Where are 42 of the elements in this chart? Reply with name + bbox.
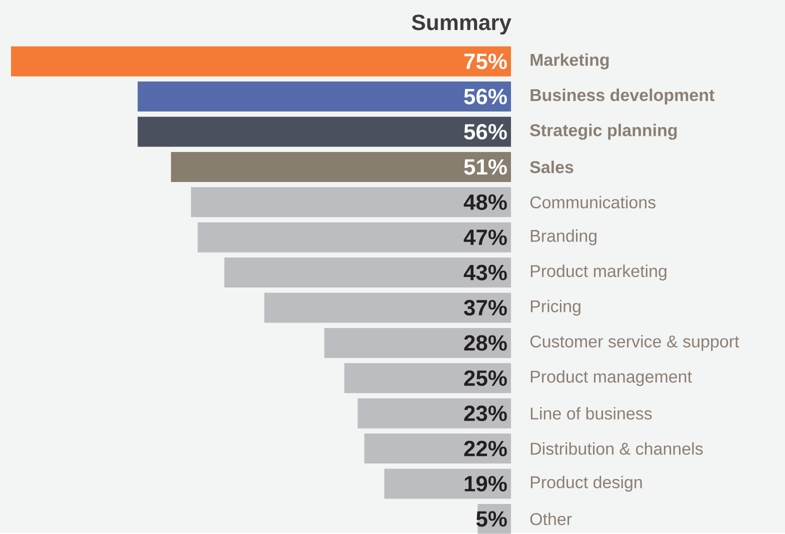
bar [324, 328, 511, 358]
y-tick-label: Line of business [530, 407, 652, 420]
y-tick-label: Business development [530, 88, 714, 105]
bar [264, 292, 511, 323]
y-tick-label: Marketing [530, 53, 609, 70]
data-label: 47% [464, 230, 507, 246]
data-label: 19% [464, 476, 507, 492]
y-tick-label: Sales [530, 160, 574, 174]
data-label: 23% [464, 406, 507, 422]
y-tick-label: Product design [530, 476, 642, 492]
bar [138, 82, 511, 112]
bar [358, 398, 511, 428]
y-tick-label: Communications [530, 196, 656, 208]
data-label: 37% [464, 300, 507, 316]
data-label: 56% [464, 88, 507, 104]
data-label: 22% [464, 440, 507, 456]
data-label: 75% [464, 54, 507, 70]
y-tick-label: Product marketing [530, 264, 666, 280]
data-label: 5% [476, 511, 507, 527]
y-tick-label: Branding [530, 229, 596, 246]
data-label: 28% [464, 335, 507, 351]
data-label: 48% [464, 194, 507, 210]
y-tick-label: Distribution & channels [530, 442, 703, 455]
bar [344, 363, 511, 394]
data-label: 43% [464, 264, 507, 280]
bar [384, 468, 511, 499]
y-tick-label: Other [530, 512, 572, 526]
data-label: 51% [464, 159, 507, 175]
bar [10, 46, 511, 76]
data-label: 56% [464, 124, 507, 140]
y-tick-label: Pricing [530, 300, 580, 316]
y-tick-label: Product management [530, 370, 692, 386]
chart-title: Summary [412, 14, 512, 35]
data-label: 25% [464, 370, 507, 386]
bar [224, 258, 511, 288]
y-tick-label: Customer service & support [530, 335, 740, 351]
bar [170, 152, 511, 182]
bar [190, 187, 511, 218]
bar [364, 434, 511, 464]
bar [198, 222, 511, 252]
bar [138, 116, 511, 147]
y-tick-label: Strategic planning [530, 124, 677, 140]
